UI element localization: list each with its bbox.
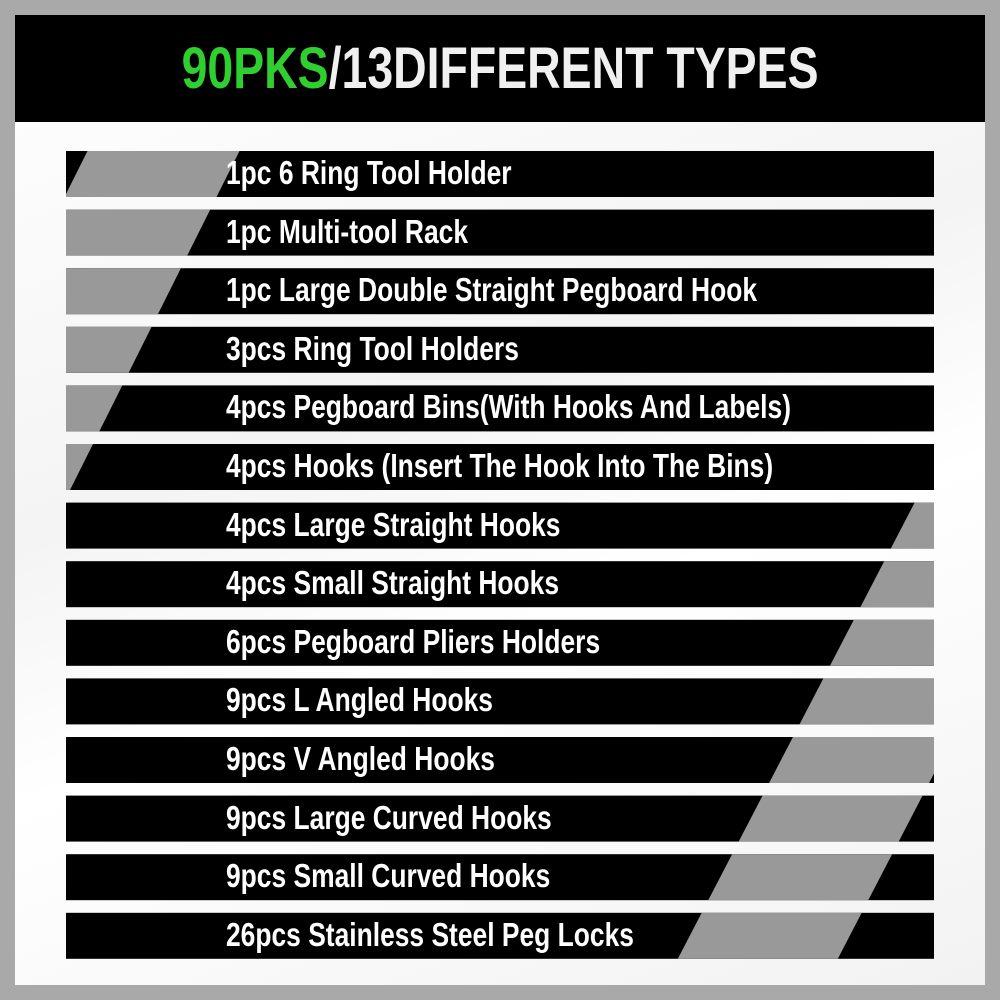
item-label: 1pc Multi-tool Rack [226, 212, 469, 250]
item-label: 9pcs V Angled Hooks [226, 740, 495, 777]
page-title: 90PKS/13DIFFERENT TYPES [182, 35, 819, 102]
item-label: 1pc 6 Ring Tool Holder [226, 154, 512, 191]
item-bar [66, 561, 934, 608]
item-label: 4pcs Small Straight Hooks [226, 564, 560, 602]
item-label: 9pcs Small Curved Hooks [226, 857, 551, 895]
item-bar [66, 678, 934, 725]
item-bar [66, 444, 934, 490]
item-bar [66, 209, 934, 256]
item-label: 3pcs Ring Tool Holders [226, 329, 519, 367]
item-bar [66, 385, 934, 432]
item-label: 6pcs Pegboard Pliers Holders [226, 622, 601, 660]
item-bar [66, 268, 934, 315]
header-banner: 90PKS/13DIFFERENT TYPES [15, 15, 985, 122]
title-rest: /13DIFFERENT TYPES [328, 36, 819, 101]
item-bar [66, 619, 934, 666]
item-bar [66, 326, 934, 373]
item-label: 9pcs L Angled Hooks [226, 681, 493, 719]
item-label: 4pcs Large Straight Hooks [226, 505, 561, 543]
item-label: 26pcs Stainless Steel Peg Locks [226, 915, 634, 953]
item-bar [66, 502, 934, 549]
item-label: 4pcs Pegboard Bins(With Hooks And Labels… [226, 388, 791, 426]
item-label: 1pc Large Double Straight Pegboard Hook [226, 271, 758, 309]
title-accent: 90PKS [181, 36, 329, 101]
item-label: 4pcs Hooks (Insert The Hook Into The Bin… [226, 447, 774, 484]
item-label: 9pcs Large Curved Hooks [226, 798, 552, 836]
